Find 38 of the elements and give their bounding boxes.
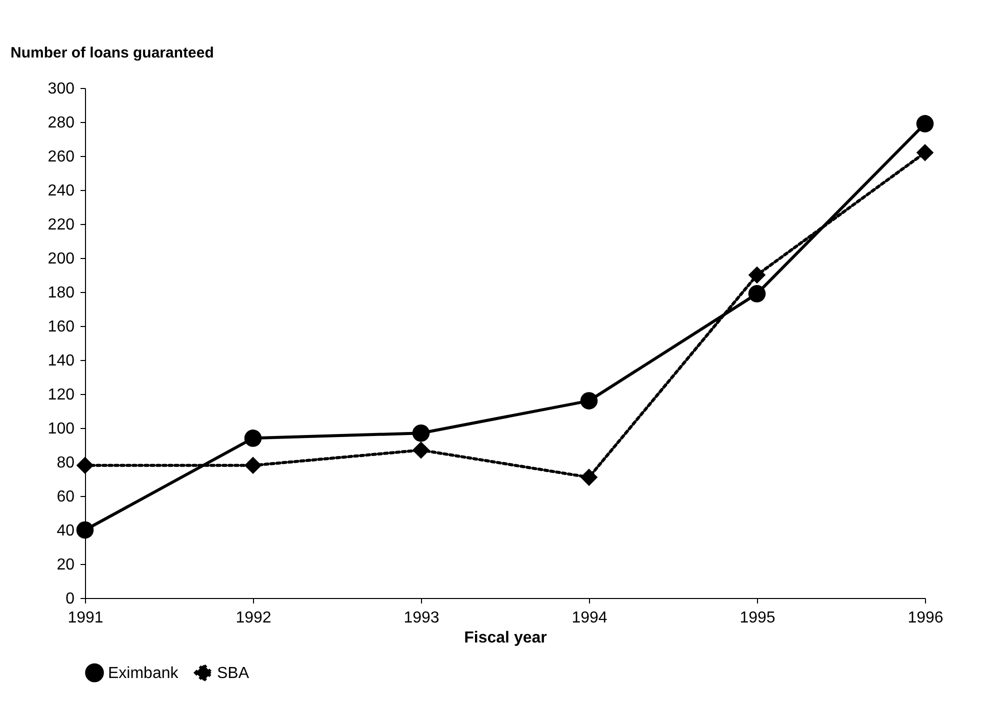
point — [916, 115, 934, 132]
y-tick-label: 220 — [48, 216, 75, 234]
legend-label: SBA — [217, 664, 250, 682]
point — [76, 456, 94, 474]
point — [76, 521, 94, 539]
y-tick-label: 0 — [66, 590, 75, 608]
y-tick-label: 160 — [48, 318, 75, 336]
point — [748, 266, 766, 284]
point — [244, 430, 262, 447]
point — [580, 392, 598, 410]
x-axis-title: Fiscal year — [464, 630, 547, 646]
y-tick-label: 280 — [48, 114, 75, 132]
x-tick-label: 1996 — [908, 610, 944, 626]
point — [580, 468, 598, 486]
y-tick-label: 200 — [48, 250, 75, 268]
y-tick-label: 140 — [48, 352, 75, 370]
x-tick-label: 1994 — [572, 610, 608, 626]
y-tick-label: 240 — [48, 182, 75, 200]
point — [412, 441, 430, 459]
point — [244, 456, 262, 474]
x-tick-label: 1991 — [68, 610, 104, 626]
y-tick-label: 300 — [48, 80, 75, 98]
point — [748, 285, 766, 302]
x-tick-label: 1993 — [404, 610, 440, 626]
x-tick-label: 1995 — [740, 610, 776, 626]
x-tick-label: 1992 — [236, 610, 272, 626]
y-axis-title: Number of loans guaranteed — [10, 44, 214, 62]
y-tick-label: 260 — [48, 148, 75, 166]
legend-label: Eximbank — [108, 664, 180, 682]
y-tick-label: 80 — [56, 454, 75, 472]
point — [412, 424, 430, 442]
y-tick-label: 40 — [56, 522, 75, 540]
y-tick-label: 20 — [56, 556, 75, 574]
y-tick-label: 100 — [48, 420, 75, 438]
y-tick-label: 180 — [48, 284, 75, 302]
y-tick-label: 120 — [48, 386, 75, 404]
point — [916, 144, 934, 162]
y-tick-label: 60 — [56, 488, 75, 506]
